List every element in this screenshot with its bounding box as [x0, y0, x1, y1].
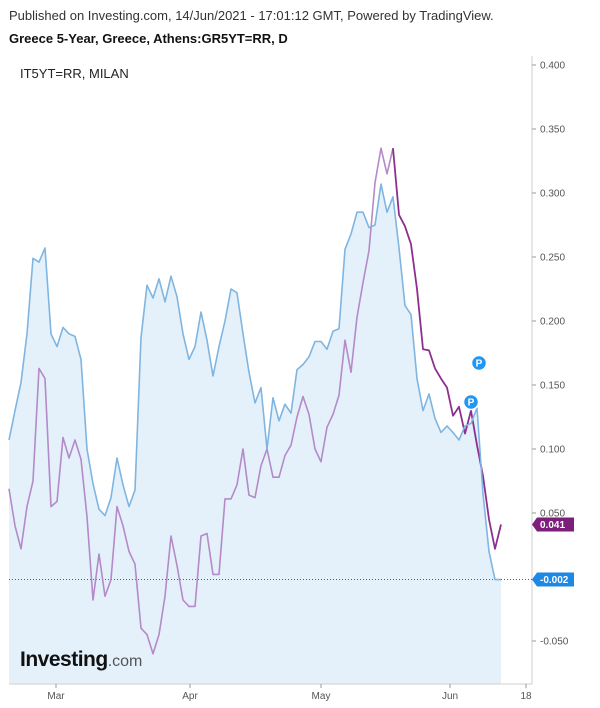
y-tick-label: 0.050 [540, 509, 565, 520]
y-tick-label: 0.100 [540, 445, 565, 456]
x-tick-label: May [312, 691, 331, 702]
pivot-badge[interactable] [462, 393, 480, 411]
pivot-badge-label: P [468, 398, 475, 409]
y-tick-label: -0.050 [540, 637, 569, 648]
published-line: Published on Investing.com, 14/Jun/2021 … [9, 8, 494, 23]
y-tick-label: 0.200 [540, 317, 565, 328]
x-tick-label: Mar [47, 691, 65, 702]
y-tick-label: 0.350 [540, 125, 565, 136]
y-tick-label: 0.250 [540, 253, 565, 264]
y-tick-label: 0.400 [540, 61, 565, 72]
investing-logo: Investing.com [20, 648, 142, 672]
it-last-value-tag [532, 517, 574, 532]
pivot-badge-label: P [476, 359, 483, 370]
chart-title: Greece 5-Year, Greece, Athens:GR5YT=RR, … [9, 31, 288, 46]
it-last-value-tag-label: 0.041 [540, 520, 565, 531]
y-tick-label: 0.150 [540, 381, 565, 392]
x-tick-label: Jun [442, 691, 458, 702]
logo-brand: Investing [20, 648, 108, 671]
gr-last-value-tag [532, 572, 574, 587]
gr-area-fill [9, 184, 501, 684]
x-tick-label: 18 [520, 691, 532, 702]
y-tick-label: 0.300 [540, 189, 565, 200]
gr-last-value-tag-label: -0.002 [540, 575, 569, 586]
logo-suffix: .com [107, 653, 143, 670]
pivot-badge[interactable] [470, 354, 488, 372]
x-tick-label: Apr [182, 691, 198, 702]
overlay-legend-label: IT5YT=RR, MILAN [20, 66, 129, 81]
